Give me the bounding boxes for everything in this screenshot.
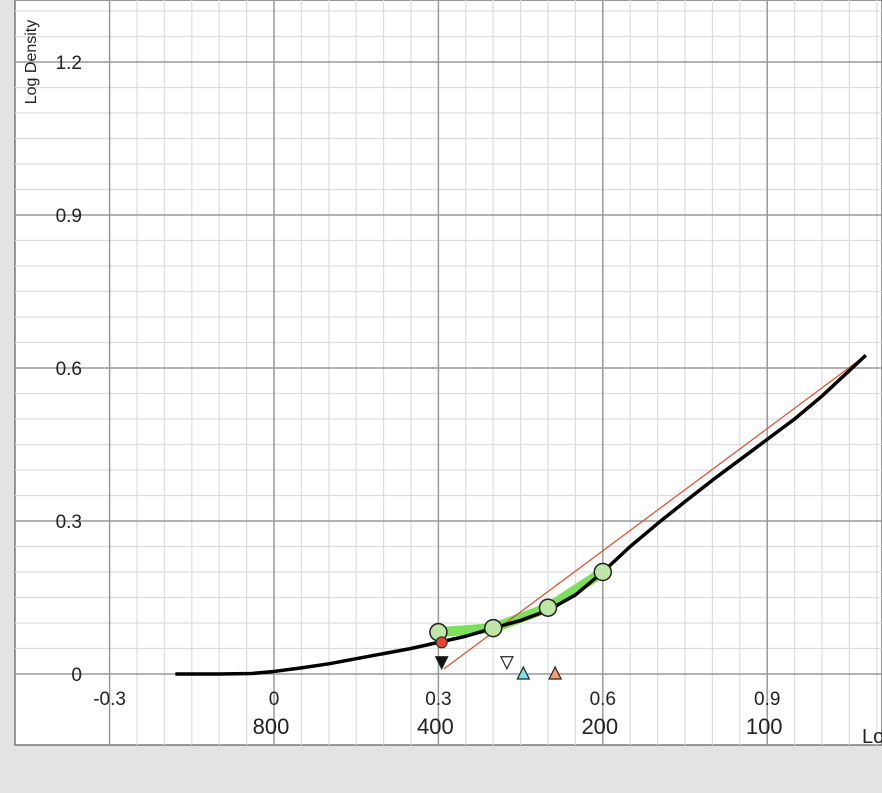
x-tick-label: 0.9 — [754, 689, 780, 710]
x-axis-label: Lo — [862, 726, 882, 748]
triangle-up-orange-marker — [548, 665, 563, 680]
x-tick-labels-secondary: 800 400 200 100 — [253, 714, 783, 739]
y-tick-labels: 0 0.3 0.6 0.9 1.2 — [56, 53, 82, 686]
x-tick-label: 0.3 — [425, 689, 451, 710]
circle-marker — [483, 618, 503, 638]
y-tick-label: 0.3 — [56, 512, 82, 533]
y-tick-label: 0.9 — [56, 206, 82, 227]
x-tick-label: -0.3 — [93, 689, 126, 710]
circle-marker — [538, 598, 558, 617]
x-tick-labels: -0.3 0 0.3 0.6 0.9 — [93, 689, 780, 710]
triangle-up-cyan-marker — [516, 665, 531, 680]
y-tick-label: 1.2 — [56, 53, 82, 74]
x-tick-label-secondary: 800 — [253, 714, 290, 739]
x-tick-label: 0.6 — [590, 689, 616, 710]
marker-layer — [429, 562, 613, 680]
y-tick-label: 0 — [71, 665, 82, 686]
reference-line — [443, 354, 867, 670]
x-tick-label-secondary: 100 — [746, 714, 783, 739]
y-axis-label: Log Density — [23, 20, 40, 105]
x-tick-label-secondary: 200 — [581, 714, 618, 739]
triangle-down-filled-marker — [434, 656, 449, 671]
circle-marker — [593, 562, 613, 582]
x-tick-label: 0 — [269, 689, 280, 710]
grid-major — [15, 0, 882, 745]
red-point-marker — [435, 636, 448, 649]
curve-series — [175, 353, 868, 676]
triangle-down-open-marker — [499, 656, 514, 671]
grid-minor — [15, 0, 882, 745]
x-tick-label-secondary: 400 — [417, 714, 454, 739]
y-tick-label: 0.6 — [56, 359, 82, 380]
plot-area — [14, 0, 882, 746]
series-layer — [175, 353, 868, 676]
band-series — [433, 567, 608, 638]
